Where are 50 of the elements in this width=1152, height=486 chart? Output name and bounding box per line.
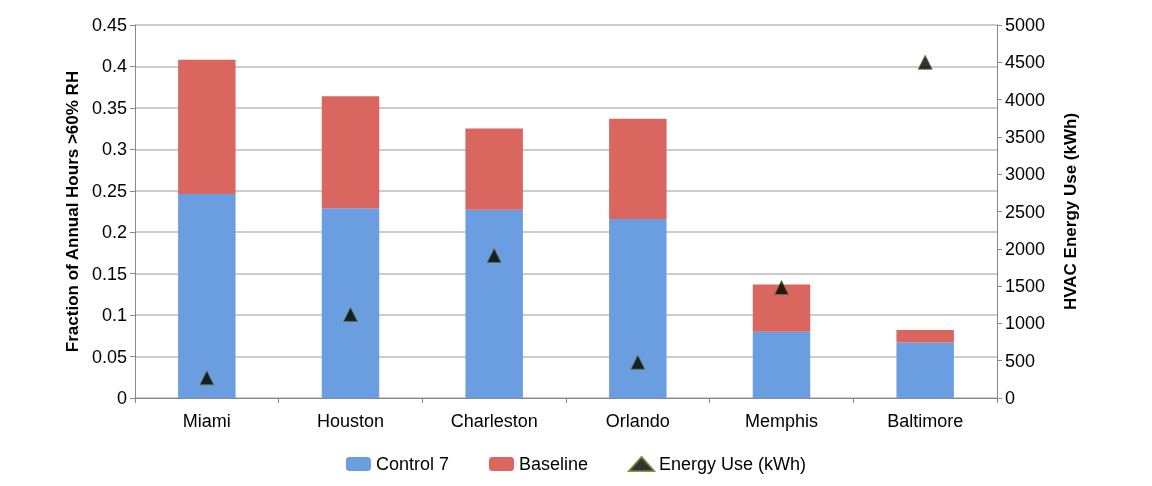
x-tick-label: Houston	[316, 411, 385, 431]
y-tick-label: 0.35	[91, 97, 127, 118]
y-axis-title: Fraction of Annual Hours >60% RH	[63, 70, 83, 353]
bar	[321, 208, 380, 398]
bar	[609, 118, 667, 219]
y2-tick-label: 4500	[1005, 52, 1046, 73]
y-tick-label: 0.3	[101, 139, 127, 160]
y2-tick-label: 1000	[1005, 313, 1046, 334]
legend-label: Control 7	[375, 454, 449, 474]
y-tick-label: 0.15	[91, 263, 127, 284]
y2-tick-label: 3000	[1005, 164, 1046, 185]
x-tick-label: Baltimore	[887, 411, 964, 431]
x-tick-label: Charleston	[450, 411, 538, 431]
bar	[465, 209, 523, 398]
point	[630, 354, 646, 370]
bar	[752, 284, 811, 332]
bar	[896, 342, 954, 398]
point	[486, 248, 502, 264]
y-tick-label: 0.4	[101, 56, 127, 77]
y2-tick-label: 3500	[1005, 126, 1046, 147]
bar	[465, 128, 523, 210]
bar	[752, 331, 811, 398]
y2-tick-label: 2000	[1005, 238, 1046, 259]
y2-tick-label: 4000	[1005, 89, 1046, 110]
y-tick-label: 0.45	[91, 15, 127, 35]
y-tick-label: 0.1	[101, 305, 127, 326]
y2-tick-label: 0	[1005, 388, 1016, 408]
bar	[178, 194, 236, 398]
y2-tick-label: 5000	[1005, 15, 1046, 35]
y-tick-label: 0	[116, 388, 127, 408]
y2-tick-label: 1500	[1005, 276, 1046, 297]
point	[343, 306, 358, 322]
bar	[321, 96, 380, 209]
y2-tick-label: 2500	[1005, 201, 1046, 222]
y-tick-label: 0.2	[101, 222, 127, 243]
y2-tick-label: 500	[1005, 350, 1036, 371]
x-tick-label: Memphis	[744, 411, 819, 431]
bar	[896, 330, 954, 343]
point	[774, 280, 789, 296]
y-tick-label: 0.25	[91, 180, 127, 201]
y-tick-label: 0.05	[91, 346, 127, 367]
point	[917, 54, 933, 70]
bar	[609, 218, 667, 398]
bar	[178, 59, 236, 195]
x-tick-label: Orlando	[605, 411, 670, 431]
legend-label: Baseline	[518, 454, 589, 474]
legend-label: Energy Use (kWh)	[659, 454, 807, 474]
y2-axis-title: HVAC Energy Use (kWh)	[1061, 112, 1080, 311]
point	[199, 370, 215, 386]
x-tick-label: Miami	[182, 411, 231, 431]
